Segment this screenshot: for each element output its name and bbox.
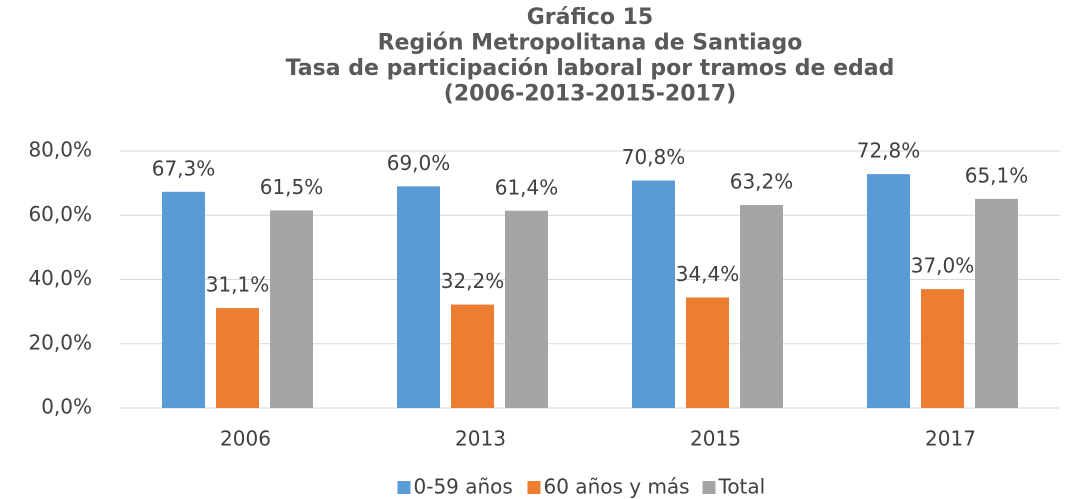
data-label: 70,8% (622, 145, 686, 169)
legend-label: 0-59 años (414, 475, 513, 499)
data-label: 67,3% (152, 156, 216, 180)
data-label: 37,0% (911, 254, 975, 278)
bar (867, 174, 910, 408)
chart-title: (2006-2013-2015-2017) (444, 82, 736, 107)
bar (216, 308, 259, 408)
legend-label: 60 años y más (544, 475, 690, 499)
bar (686, 297, 729, 408)
legend-label: Total (718, 475, 766, 499)
bar (162, 191, 205, 408)
y-tick-label: 60,0% (28, 202, 92, 226)
legend-swatch (397, 481, 411, 494)
bar (505, 210, 548, 408)
chart-title: Región Metropolitana de Santiago (378, 31, 803, 56)
legend-swatch (702, 481, 716, 494)
bar (921, 289, 964, 408)
bar (740, 204, 783, 408)
data-label: 61,5% (260, 175, 324, 199)
data-label: 61,4% (495, 175, 559, 199)
data-label: 31,1% (206, 273, 270, 297)
x-tick-label: 2006 (220, 427, 271, 451)
bar (975, 198, 1018, 408)
data-label: 69,0% (387, 151, 451, 175)
x-tick-label: 2015 (690, 427, 741, 451)
data-label: 72,8% (857, 139, 921, 163)
data-label: 63,2% (730, 169, 794, 193)
data-label: 34,4% (676, 262, 740, 286)
chart-title: Gráfico 15 (527, 5, 654, 30)
bar (451, 304, 494, 408)
y-tick-label: 40,0% (28, 266, 92, 290)
chart-title: Tasa de participación laboral por tramos… (286, 56, 895, 81)
bar (632, 180, 675, 408)
bar (397, 186, 440, 408)
bar (270, 210, 313, 408)
y-tick-label: 0,0% (41, 395, 92, 419)
y-tick-label: 80,0% (28, 138, 92, 162)
x-tick-label: 2017 (925, 427, 976, 451)
legend-swatch (527, 481, 541, 494)
x-tick-label: 2013 (455, 427, 506, 451)
data-label: 32,2% (441, 269, 505, 293)
data-label: 65,1% (965, 163, 1029, 187)
y-tick-label: 20,0% (28, 330, 92, 354)
